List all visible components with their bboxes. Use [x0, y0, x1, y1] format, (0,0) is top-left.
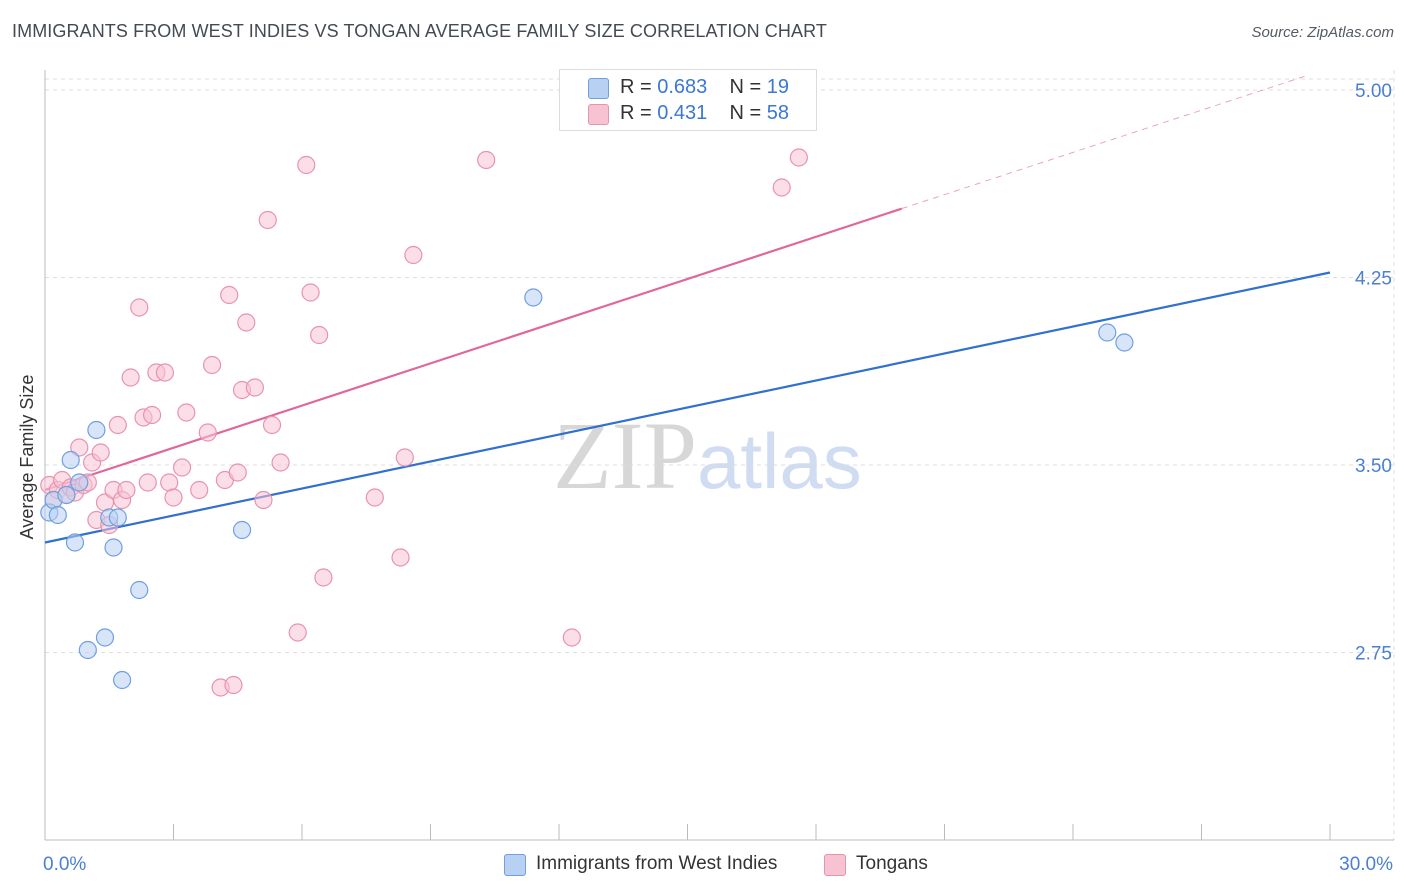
point-west-indies: [104, 538, 123, 557]
y-tick-label: 2.75: [1355, 644, 1392, 665]
point-tongans: [310, 325, 329, 345]
point-tongans: [262, 415, 282, 435]
legend-swatch-pink: [588, 104, 609, 125]
point-tongans: [271, 453, 290, 472]
point-west-indies: [108, 508, 127, 527]
legend-n-value: 58: [766, 102, 790, 124]
y-tick-label: 5.00: [1355, 81, 1392, 102]
bottom-legend-swatch-blue: [504, 854, 526, 876]
point-tongans: [288, 623, 307, 642]
point-tongans: [160, 473, 179, 492]
point-west-indies: [232, 520, 252, 540]
x-tick-label: 30.0%: [1339, 854, 1393, 875]
point-tongans: [297, 155, 316, 175]
point-tongans: [404, 245, 423, 265]
point-tongans: [224, 675, 243, 695]
legend-n-label: N =: [729, 102, 762, 124]
point-west-indies: [87, 420, 106, 440]
point-tongans: [198, 423, 217, 442]
point-tongans: [245, 378, 264, 397]
point-west-indies: [130, 580, 149, 600]
legend-swatch-blue: [588, 78, 609, 99]
point-tongans: [117, 480, 136, 500]
trend-line-0: [44, 271, 1331, 544]
point-tongans: [138, 473, 157, 492]
bottom-legend-label: Tongans: [856, 853, 928, 874]
point-tongans: [772, 178, 791, 197]
point-tongans: [562, 628, 581, 647]
point-west-indies: [95, 628, 115, 647]
point-tongans: [477, 150, 496, 170]
data-points: [40, 148, 1134, 697]
tick-labels: 2.75 3.50 4.25 5.00 0.0% 30.0%: [43, 81, 1393, 875]
y-tick-label: 3.50: [1355, 456, 1392, 477]
point-tongans: [314, 568, 333, 587]
legend-n-label: N =: [729, 76, 762, 98]
grid-lines: [45, 70, 1395, 840]
point-tongans: [301, 283, 320, 302]
legend-r-value: 0.431: [657, 102, 708, 124]
point-tongans: [91, 443, 110, 462]
point-west-indies: [112, 670, 132, 690]
y-tick-label: 4.25: [1355, 269, 1392, 290]
point-tongans: [254, 490, 273, 510]
point-tongans: [202, 355, 222, 375]
point-tongans: [228, 463, 247, 482]
y-axis-title: Average Family Size: [17, 375, 37, 540]
point-tongans: [70, 438, 89, 457]
legend-r-value: 0.683: [657, 76, 708, 98]
point-west-indies: [78, 640, 97, 660]
point-west-indies: [524, 288, 543, 307]
legend-r-label: R =: [620, 76, 652, 98]
point-tongans: [130, 298, 149, 317]
point-west-indies: [65, 533, 85, 552]
point-tongans: [172, 458, 192, 477]
legend-n-value: 19: [766, 76, 790, 98]
point-tongans: [121, 368, 140, 387]
point-tongans: [395, 448, 414, 467]
axes: [44, 70, 1394, 841]
point-tongans: [365, 488, 384, 507]
chart-title: IMMIGRANTS FROM WEST INDIES VS TONGAN AV…: [12, 21, 827, 41]
point-west-indies: [48, 505, 67, 525]
point-tongans: [237, 313, 256, 332]
point-tongans: [190, 480, 209, 500]
point-tongans: [164, 488, 183, 507]
point-west-indies: [70, 473, 89, 492]
point-west-indies: [61, 450, 80, 470]
correlation-legend: R = 0.683 N = 19 R = 0.431 N = 58: [559, 69, 817, 131]
point-west-indies: [1098, 323, 1117, 342]
trend-line-extension-1: [901, 74, 1309, 210]
point-tongans: [220, 285, 239, 305]
watermark-atlas: atlas: [697, 417, 862, 505]
point-west-indies: [1115, 333, 1134, 352]
trend-line-1: [44, 207, 903, 492]
bottom-legend-label: Immigrants from West Indies: [536, 853, 778, 874]
point-tongans: [258, 210, 277, 230]
x-tick-label: 0.0%: [43, 854, 86, 875]
point-tongans: [142, 405, 162, 425]
point-tongans: [391, 548, 410, 567]
point-tongans: [789, 148, 808, 167]
point-tongans: [177, 403, 196, 422]
point-tongans: [155, 363, 175, 382]
legend-r-label: R =: [620, 102, 652, 124]
point-west-indies: [57, 485, 76, 505]
chart-source: Source: ZipAtlas.com: [1251, 24, 1394, 41]
bottom-legend-swatch-pink: [824, 854, 846, 876]
point-tongans: [108, 415, 127, 435]
